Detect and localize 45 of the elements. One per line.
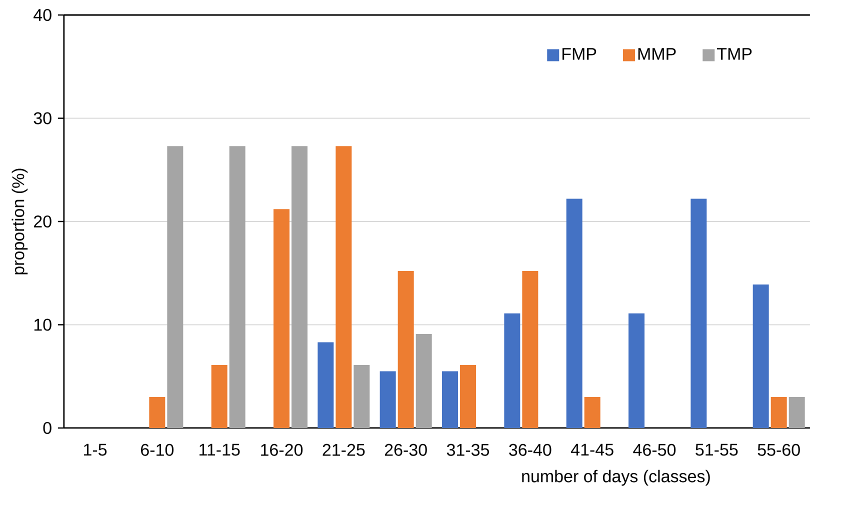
x-tick-label: 41-45 xyxy=(570,444,614,456)
x-axis-title: number of days (classes) xyxy=(522,470,710,486)
bar xyxy=(442,371,458,428)
y-tick-label: 30 xyxy=(34,112,52,124)
bar xyxy=(504,313,520,428)
bar xyxy=(229,146,246,428)
bar xyxy=(318,342,334,428)
x-tick-label: 36-40 xyxy=(509,444,552,456)
bar xyxy=(354,365,370,428)
bar xyxy=(292,146,308,428)
legend-label: FMP xyxy=(562,48,596,60)
bar xyxy=(788,397,805,428)
legend-label: TMP xyxy=(717,48,752,60)
x-tick-label: 51-55 xyxy=(696,444,738,456)
x-tick-label: 55-60 xyxy=(758,444,800,456)
x-tick-label: 6-10 xyxy=(141,444,174,456)
bar xyxy=(566,198,582,428)
x-tick-label: 26-30 xyxy=(384,444,427,456)
bar xyxy=(460,365,476,428)
y-tick-label: 0 xyxy=(43,422,52,434)
bar xyxy=(628,313,645,428)
bar xyxy=(398,271,414,428)
legend-label: MMP xyxy=(638,48,676,60)
x-tick-label: 1-5 xyxy=(84,444,107,456)
x-tick-label: 11-15 xyxy=(200,444,240,456)
y-tick-label: 10 xyxy=(34,318,52,331)
bar xyxy=(770,397,787,428)
bar xyxy=(149,397,166,428)
y-axis-title: proportion (%) xyxy=(12,168,28,274)
y-tick-label: 20 xyxy=(34,215,52,228)
x-tick-label: 21-25 xyxy=(322,444,365,456)
bar xyxy=(380,371,396,428)
bar xyxy=(752,284,769,428)
y-tick-label: 40 xyxy=(34,8,52,22)
x-tick-label: 46-50 xyxy=(633,444,676,456)
bar xyxy=(274,209,290,428)
x-tick-label: 31-35 xyxy=(446,444,490,456)
bar xyxy=(690,198,707,428)
bar xyxy=(416,334,432,428)
bar xyxy=(211,365,228,428)
x-tick-label: 16-20 xyxy=(261,444,303,456)
bar xyxy=(167,146,184,428)
bar xyxy=(336,146,352,428)
bar xyxy=(522,271,538,428)
bar xyxy=(584,397,600,428)
